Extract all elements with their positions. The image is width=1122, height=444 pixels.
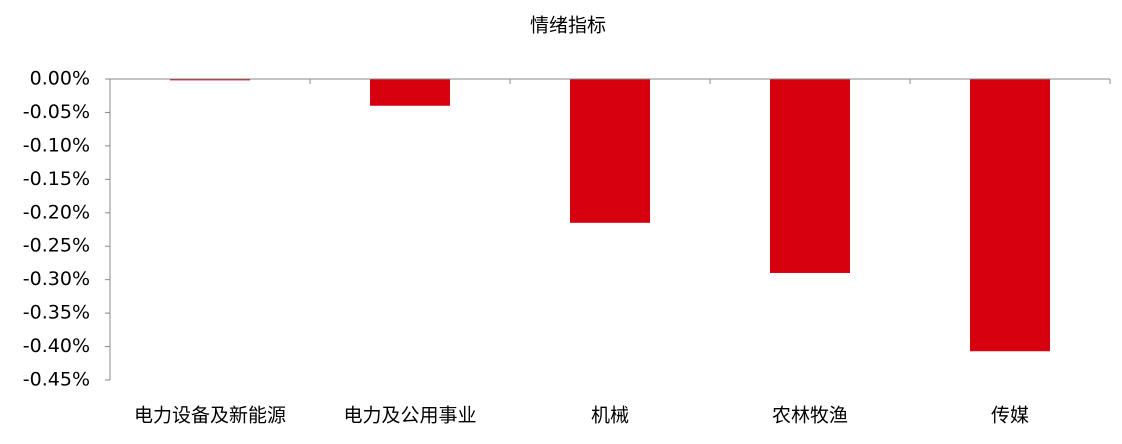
bar — [970, 79, 1050, 352]
y-tick-label: -0.05% — [23, 101, 90, 123]
x-tick-label: 电力及公用事业 — [343, 405, 476, 427]
bar — [770, 79, 850, 273]
y-tick-label: 0.00% — [30, 68, 90, 90]
chart-title: 情绪指标 — [530, 15, 606, 37]
y-tick-label: -0.10% — [23, 134, 90, 156]
y-tick-label: -0.20% — [23, 201, 90, 223]
x-tick-label: 农林牧渔 — [772, 405, 848, 427]
bar — [170, 79, 250, 81]
y-tick-label: -0.40% — [23, 335, 90, 357]
x-tick-label: 机械 — [591, 405, 629, 427]
x-tick-label: 电力设备及新能源 — [134, 405, 286, 427]
y-tick-label: -0.30% — [23, 268, 90, 290]
x-tick-label: 传媒 — [991, 405, 1029, 427]
y-tick-label: -0.35% — [23, 302, 90, 324]
bar — [570, 79, 650, 223]
y-tick-label: -0.15% — [23, 168, 90, 190]
y-tick-label: -0.25% — [23, 235, 90, 257]
y-tick-label: -0.45% — [23, 369, 90, 391]
bar — [370, 79, 450, 106]
